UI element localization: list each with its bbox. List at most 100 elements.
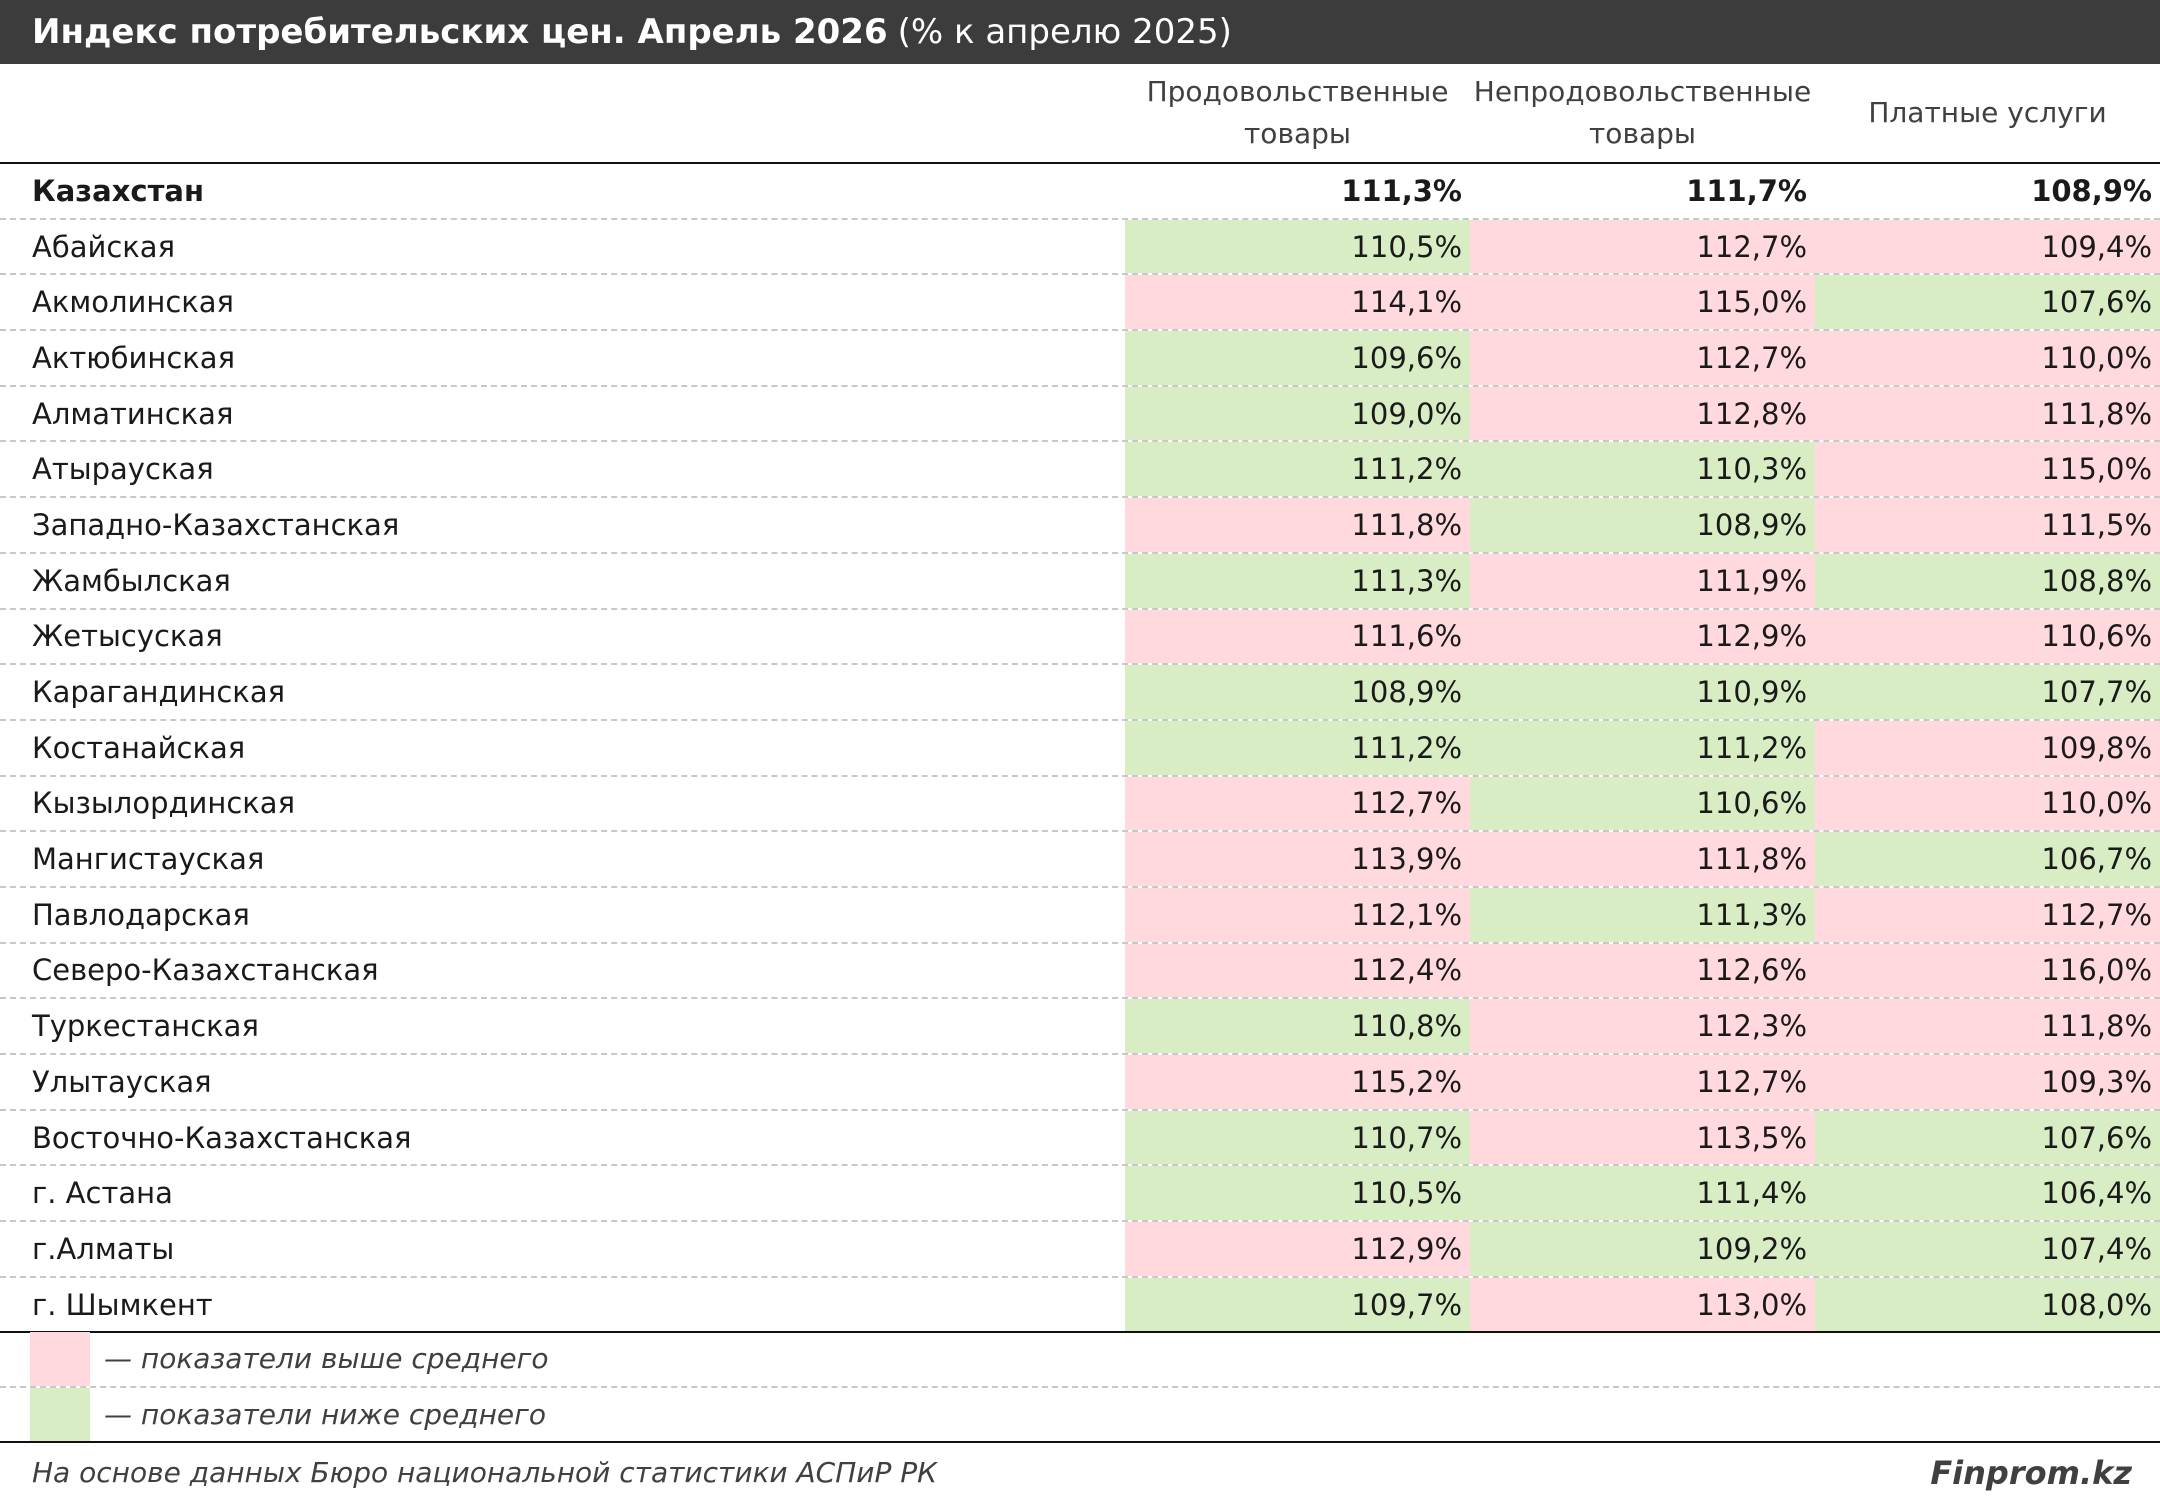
value-cell: 111,7% bbox=[1686, 173, 1807, 208]
brand-logo: Finprom.kz bbox=[1930, 1453, 2132, 1492]
value-cell: 108,8% bbox=[1815, 553, 2160, 608]
legend-swatch-above bbox=[30, 1332, 90, 1386]
value-cell: 112,9% bbox=[1470, 609, 1815, 664]
region-name: Мангистауская bbox=[32, 842, 265, 877]
value-cell: 111,3% bbox=[1470, 887, 1815, 942]
table-row: Мангистауская 113,9% 111,8% 106,7% bbox=[0, 832, 2160, 888]
table-row: Абайская 110,5% 112,7% 109,4% bbox=[0, 219, 2160, 276]
column-header-line: товары bbox=[1244, 117, 1351, 150]
value-cell: 108,9% bbox=[1125, 665, 1470, 719]
region-name: г.Алматы bbox=[32, 1231, 175, 1266]
value-cell: 111,3% bbox=[1341, 173, 1462, 208]
value-cell: 107,7% bbox=[1815, 665, 2160, 719]
value-cell: 113,9% bbox=[1125, 832, 1470, 886]
value-cell: 111,2% bbox=[1125, 442, 1470, 497]
column-header-food: Продовольственные товары bbox=[1125, 64, 1470, 162]
value-cell: 113,0% bbox=[1470, 1277, 1815, 1332]
value-cell: 109,2% bbox=[1470, 1222, 1815, 1276]
table-row: г. Шымкент 109,7% 113,0% 108,0% bbox=[0, 1277, 2160, 1334]
region-name: Актюбинская bbox=[32, 340, 236, 375]
table-row: Туркестанская 110,8% 112,3% 111,8% bbox=[0, 999, 2160, 1055]
value-cell: 107,6% bbox=[1815, 275, 2160, 330]
legend-item-below: — показатели ниже среднего bbox=[0, 1387, 2160, 1444]
table-row: Костанайская 111,2% 111,2% 109,8% bbox=[0, 720, 2160, 777]
column-header-line: товары bbox=[1589, 117, 1696, 150]
column-header-line: Платные услуги bbox=[1868, 96, 2107, 129]
column-header-line: Непродовольственные bbox=[1473, 75, 1812, 108]
value-cell: 111,8% bbox=[1470, 832, 1815, 886]
value-cell: 110,7% bbox=[1125, 1110, 1470, 1165]
value-cell: 107,4% bbox=[1815, 1222, 2160, 1276]
value-cell: 110,0% bbox=[1815, 776, 2160, 831]
value-cell: 112,7% bbox=[1125, 776, 1470, 831]
table-row: г. Астана 110,5% 111,4% 106,4% bbox=[0, 1166, 2160, 1223]
value-cell: 112,4% bbox=[1125, 943, 1470, 998]
column-header-text: Платные услуги bbox=[1868, 92, 2106, 134]
value-cell: 112,1% bbox=[1125, 887, 1470, 942]
value-cell: 110,3% bbox=[1470, 442, 1815, 497]
value-cell: 110,5% bbox=[1125, 219, 1470, 274]
region-name: Восточно-Казахстанская bbox=[32, 1120, 412, 1155]
region-name: Жамбылская bbox=[32, 563, 231, 598]
table-row: Улытауская 115,2% 112,7% 109,3% bbox=[0, 1055, 2160, 1111]
value-cell: 106,4% bbox=[1815, 1166, 2160, 1221]
value-cell: 109,6% bbox=[1125, 331, 1470, 385]
legend-label-above: — показатели выше среднего bbox=[104, 1342, 549, 1376]
value-cell: 112,9% bbox=[1125, 1222, 1470, 1276]
value-cell: 111,4% bbox=[1470, 1166, 1815, 1221]
table-row: Западно-Казахстанская 111,8% 108,9% 111,5% bbox=[0, 498, 2160, 554]
value-cell: 108,9% bbox=[1470, 498, 1815, 552]
region-name: Кызылординская bbox=[32, 786, 296, 821]
table-row: Жамбылская 111,3% 111,9% 108,8% bbox=[0, 553, 2160, 610]
region-name: Западно-Казахстанская bbox=[32, 507, 400, 542]
value-cell: 114,1% bbox=[1125, 275, 1470, 330]
value-cell: 108,0% bbox=[1815, 1277, 2160, 1332]
value-cell: 112,6% bbox=[1470, 943, 1815, 998]
table-row: Казахстан 111,3% 111,7% 108,9% bbox=[0, 164, 2160, 220]
value-cell: 112,7% bbox=[1470, 219, 1815, 274]
legend-item-above: — показатели выше среднего bbox=[0, 1332, 2160, 1388]
value-cell: 109,4% bbox=[1815, 219, 2160, 274]
value-cell: 111,2% bbox=[1125, 720, 1470, 775]
column-header-services: Платные услуги bbox=[1815, 64, 2160, 162]
value-cell: 110,9% bbox=[1470, 665, 1815, 719]
value-cell: 115,2% bbox=[1125, 1055, 1470, 1109]
table-subtitle: (% к апрелю 2025) bbox=[897, 12, 1232, 52]
value-cell: 111,8% bbox=[1125, 498, 1470, 552]
value-cell: 110,0% bbox=[1815, 331, 2160, 385]
value-cell: 116,0% bbox=[1815, 943, 2160, 998]
region-name: Северо-Казахстанская bbox=[32, 953, 379, 988]
footer: На основе данных Бюро национальной стати… bbox=[0, 1445, 2160, 1500]
column-header-row: Продовольственные товары Непродовольствен… bbox=[0, 64, 2160, 164]
table-row: Жетысуская 111,6% 112,9% 110,6% bbox=[0, 609, 2160, 666]
value-cell: 111,5% bbox=[1815, 498, 2160, 552]
table-title-bar: Индекс потребительских цен. Апрель 2026 … bbox=[0, 0, 2160, 64]
table-row: г.Алматы 112,9% 109,2% 107,4% bbox=[0, 1222, 2160, 1278]
table-row: Восточно-Казахстанская 110,7% 113,5% 107,6% bbox=[0, 1110, 2160, 1167]
region-name: Казахстан bbox=[32, 173, 205, 208]
legend-label-below: — показатели ниже среднего bbox=[104, 1398, 546, 1432]
region-name: Абайская bbox=[32, 229, 176, 264]
value-cell: 111,9% bbox=[1470, 553, 1815, 608]
region-name: Жетысуская bbox=[32, 619, 223, 654]
region-name: Улытауская bbox=[32, 1064, 212, 1099]
value-cell: 111,2% bbox=[1470, 720, 1815, 775]
value-cell: 115,0% bbox=[1470, 275, 1815, 330]
table-row: Актюбинская 109,6% 112,7% 110,0% bbox=[0, 331, 2160, 387]
value-cell: 112,8% bbox=[1470, 386, 1815, 441]
legend: — показатели выше среднего — показатели … bbox=[0, 1332, 2160, 1444]
value-cell: 106,7% bbox=[1815, 832, 2160, 886]
table-row: Карагандинская 108,9% 110,9% 107,7% bbox=[0, 665, 2160, 721]
value-cell: 110,5% bbox=[1125, 1166, 1470, 1221]
value-cell: 112,7% bbox=[1470, 331, 1815, 385]
region-name: Павлодарская bbox=[32, 897, 250, 932]
table-row: Атырауская 111,2% 110,3% 115,0% bbox=[0, 442, 2160, 499]
table-row: Акмолинская 114,1% 115,0% 107,6% bbox=[0, 275, 2160, 332]
table-title: Индекс потребительских цен. Апрель 2026 bbox=[32, 12, 888, 52]
value-cell: 113,5% bbox=[1470, 1110, 1815, 1165]
value-cell: 111,8% bbox=[1815, 386, 2160, 441]
value-cell: 111,6% bbox=[1125, 609, 1470, 664]
value-cell: 111,8% bbox=[1815, 999, 2160, 1053]
column-header-nonfood: Непродовольственные товары bbox=[1470, 64, 1815, 162]
column-header-line: Продовольственные bbox=[1146, 75, 1449, 108]
